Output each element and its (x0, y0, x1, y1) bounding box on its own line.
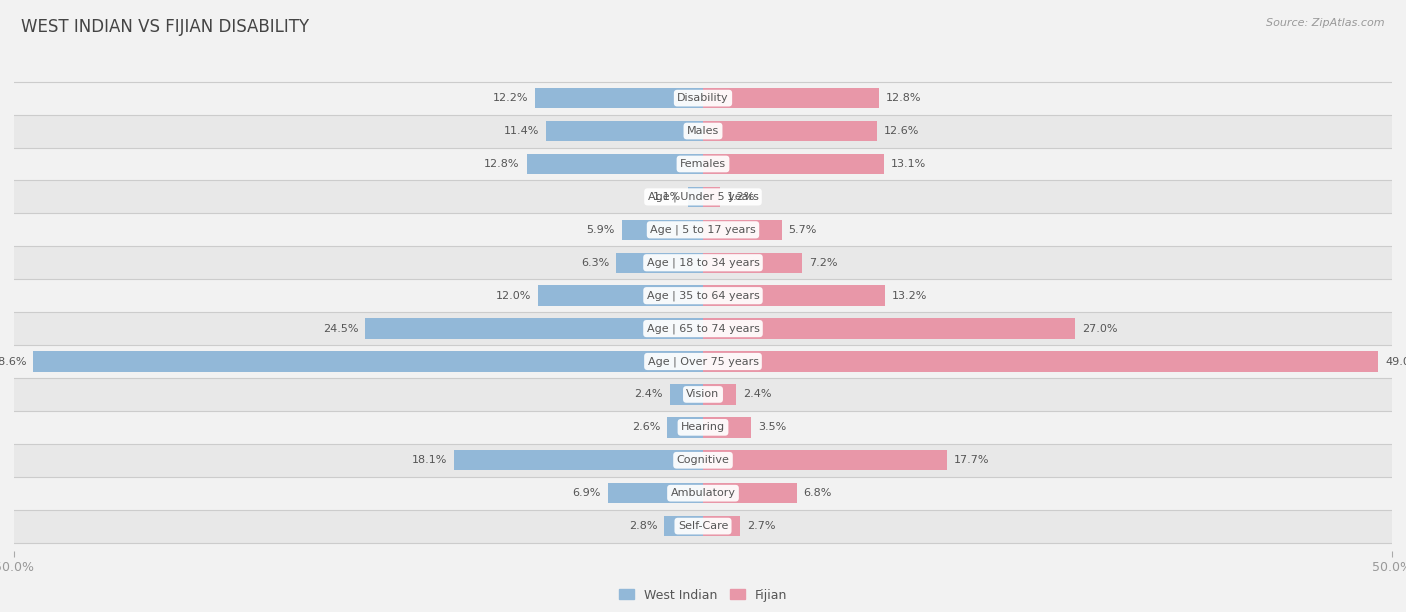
Text: Vision: Vision (686, 389, 720, 400)
Text: Age | 5 to 17 years: Age | 5 to 17 years (650, 225, 756, 235)
Bar (14, 214, 1392, 246)
Bar (34, 351, 703, 371)
Bar (668, 417, 703, 438)
Text: 5.9%: 5.9% (586, 225, 614, 235)
Bar (366, 318, 703, 339)
Bar (703, 253, 803, 273)
Bar (14, 444, 1392, 477)
Bar (703, 318, 1076, 339)
Bar (669, 384, 703, 405)
Text: Females: Females (681, 159, 725, 169)
Text: 27.0%: 27.0% (1083, 324, 1118, 334)
Text: 49.0%: 49.0% (1385, 357, 1406, 367)
Text: 18.1%: 18.1% (412, 455, 447, 465)
Text: 12.8%: 12.8% (886, 93, 922, 103)
Bar (454, 450, 703, 471)
Text: 3.5%: 3.5% (758, 422, 786, 432)
Bar (703, 351, 1378, 371)
Text: 2.7%: 2.7% (747, 521, 776, 531)
Bar (703, 154, 883, 174)
Bar (14, 510, 1392, 543)
Text: Self-Care: Self-Care (678, 521, 728, 531)
Text: 12.0%: 12.0% (495, 291, 531, 300)
Text: 6.9%: 6.9% (572, 488, 600, 498)
Text: 11.4%: 11.4% (503, 126, 538, 136)
Text: Age | 65 to 74 years: Age | 65 to 74 years (647, 323, 759, 334)
Bar (703, 417, 751, 438)
Bar (703, 121, 876, 141)
Text: 13.2%: 13.2% (891, 291, 927, 300)
Text: 6.3%: 6.3% (581, 258, 609, 267)
Bar (14, 114, 1392, 147)
Text: Age | Under 5 years: Age | Under 5 years (648, 192, 758, 202)
Bar (14, 411, 1392, 444)
Bar (14, 345, 1392, 378)
Text: 1.2%: 1.2% (727, 192, 755, 202)
Text: Age | 35 to 64 years: Age | 35 to 64 years (647, 291, 759, 301)
Bar (14, 147, 1392, 181)
Text: 48.6%: 48.6% (0, 357, 27, 367)
Text: Disability: Disability (678, 93, 728, 103)
Text: Cognitive: Cognitive (676, 455, 730, 465)
Bar (14, 81, 1392, 114)
Text: Source: ZipAtlas.com: Source: ZipAtlas.com (1267, 18, 1385, 28)
Bar (665, 516, 703, 536)
Text: 2.4%: 2.4% (634, 389, 664, 400)
Bar (703, 285, 884, 306)
Text: Ambulatory: Ambulatory (671, 488, 735, 498)
Bar (621, 220, 703, 240)
Bar (14, 477, 1392, 510)
Bar (14, 246, 1392, 279)
Text: 6.8%: 6.8% (804, 488, 832, 498)
Bar (546, 121, 703, 141)
Bar (703, 187, 720, 207)
Bar (537, 285, 703, 306)
Bar (703, 384, 737, 405)
Bar (616, 253, 703, 273)
Bar (688, 187, 703, 207)
Text: 7.2%: 7.2% (808, 258, 838, 267)
Legend: West Indian, Fijian: West Indian, Fijian (614, 584, 792, 606)
Bar (703, 88, 879, 108)
Bar (14, 378, 1392, 411)
Text: 24.5%: 24.5% (323, 324, 359, 334)
Text: 12.6%: 12.6% (883, 126, 920, 136)
Text: Males: Males (688, 126, 718, 136)
Text: Age | Over 75 years: Age | Over 75 years (648, 356, 758, 367)
Text: 1.1%: 1.1% (652, 192, 681, 202)
Text: Hearing: Hearing (681, 422, 725, 432)
Bar (703, 516, 740, 536)
Bar (607, 483, 703, 504)
Bar (703, 483, 797, 504)
Bar (14, 279, 1392, 312)
Bar (534, 88, 703, 108)
Bar (527, 154, 703, 174)
Text: WEST INDIAN VS FIJIAN DISABILITY: WEST INDIAN VS FIJIAN DISABILITY (21, 18, 309, 36)
Bar (703, 220, 782, 240)
Text: 13.1%: 13.1% (890, 159, 925, 169)
Text: 2.4%: 2.4% (742, 389, 772, 400)
Text: 12.8%: 12.8% (484, 159, 520, 169)
Text: 5.7%: 5.7% (789, 225, 817, 235)
Text: 12.2%: 12.2% (492, 93, 529, 103)
Text: Age | 18 to 34 years: Age | 18 to 34 years (647, 258, 759, 268)
Bar (703, 450, 946, 471)
Bar (14, 312, 1392, 345)
Text: 2.6%: 2.6% (631, 422, 661, 432)
Text: 17.7%: 17.7% (953, 455, 990, 465)
Text: 2.8%: 2.8% (628, 521, 658, 531)
Bar (14, 181, 1392, 214)
